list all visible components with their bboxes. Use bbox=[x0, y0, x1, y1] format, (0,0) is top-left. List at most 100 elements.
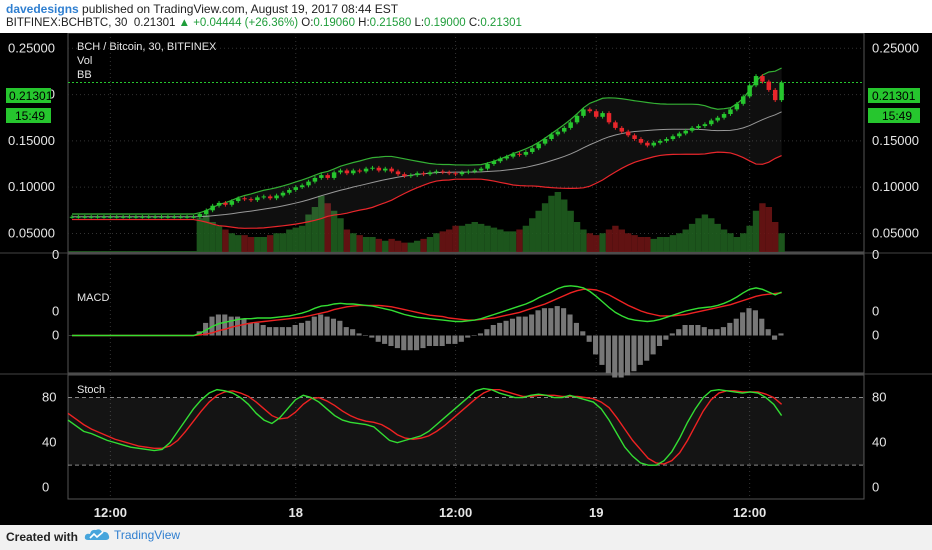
macd-histogram-bar bbox=[458, 335, 464, 342]
volume-bar bbox=[740, 233, 747, 252]
volume-bar bbox=[701, 214, 709, 252]
candle-body bbox=[235, 198, 241, 202]
candle-body bbox=[510, 153, 516, 157]
volume-bar bbox=[286, 229, 293, 252]
volume-bar bbox=[752, 210, 760, 252]
candle-body bbox=[568, 122, 573, 128]
volume-bar bbox=[637, 237, 645, 252]
candle-body bbox=[498, 158, 503, 162]
tradingview-brand: TradingView bbox=[114, 528, 181, 542]
tradingview-link[interactable]: TradingView bbox=[84, 528, 180, 542]
candle-body bbox=[683, 130, 688, 134]
candle-body bbox=[472, 170, 477, 172]
chart-canvas[interactable]: 0.250000.250000.200000.200000.150000.150… bbox=[0, 32, 932, 525]
volume-bar bbox=[382, 240, 389, 252]
last-price-right: 0.21301 bbox=[872, 89, 916, 103]
volume-bar bbox=[222, 229, 229, 252]
volume-bar bbox=[695, 218, 702, 252]
volume-bar bbox=[573, 222, 581, 252]
last-price-badge-right: 0.21301 15:49 bbox=[868, 88, 920, 123]
volume-bar bbox=[171, 251, 178, 252]
candle-body bbox=[638, 139, 644, 143]
volume-bar bbox=[151, 251, 159, 252]
bb-lower-line bbox=[72, 151, 782, 229]
volume-bar bbox=[362, 237, 370, 252]
bb-fill bbox=[72, 67, 782, 229]
macd-histogram-bar bbox=[503, 320, 509, 336]
macd-tick-right: 0 bbox=[872, 328, 879, 343]
macd-histogram-bar bbox=[778, 333, 784, 336]
vol-indicator-label[interactable]: Vol bbox=[77, 55, 92, 67]
high-value: 0.21580 bbox=[369, 17, 412, 29]
macd-histogram-bar bbox=[497, 322, 503, 336]
macd-histogram-bar bbox=[426, 335, 432, 346]
volume-bar bbox=[477, 223, 485, 252]
volume-bar bbox=[720, 229, 728, 252]
candle-body bbox=[159, 216, 164, 218]
candle-body bbox=[625, 131, 631, 136]
volume-bar bbox=[247, 237, 255, 252]
volume-bar bbox=[727, 233, 734, 252]
price-tick-left: 0.15000 bbox=[8, 133, 55, 148]
volume-bar bbox=[541, 203, 549, 252]
volume-bar bbox=[765, 207, 773, 252]
candle-body bbox=[280, 192, 286, 196]
candle-body bbox=[178, 216, 183, 218]
volume-bar bbox=[580, 229, 587, 252]
candle-body bbox=[331, 172, 337, 178]
macd-line bbox=[72, 285, 782, 337]
macd-histogram-bar bbox=[318, 314, 324, 336]
volume-bar bbox=[113, 251, 120, 252]
macd-histogram-bar bbox=[618, 335, 624, 378]
volume-bar bbox=[445, 229, 453, 252]
volume-bar bbox=[433, 233, 440, 252]
volume-bar bbox=[228, 233, 236, 252]
volume-bar bbox=[266, 235, 274, 252]
macd-histogram-bar bbox=[561, 308, 567, 336]
candle-body bbox=[606, 113, 612, 123]
last-price-left: 0.21301 bbox=[9, 89, 53, 103]
candle-body bbox=[108, 216, 113, 218]
macd-histogram-bar bbox=[420, 335, 426, 349]
chart-area[interactable]: 0.250000.250000.200000.200000.150000.150… bbox=[0, 32, 932, 525]
price-tick-left: 0.10000 bbox=[8, 179, 55, 194]
volume-bar bbox=[567, 210, 574, 252]
grid-lines bbox=[0, 32, 932, 500]
macd-histogram-bar bbox=[286, 327, 292, 336]
volume-bar bbox=[484, 225, 491, 252]
candle-body bbox=[523, 151, 529, 155]
macd-histogram-bar bbox=[388, 335, 394, 346]
bb-basis-line bbox=[72, 111, 782, 218]
macd-histogram-bar bbox=[445, 335, 452, 344]
volume-bar bbox=[420, 238, 427, 252]
candle-body bbox=[555, 131, 561, 135]
macd-histogram-bar bbox=[298, 322, 305, 336]
macd-histogram-bar bbox=[254, 322, 260, 336]
bb-indicator-label[interactable]: BB bbox=[77, 69, 92, 81]
macd-histogram-bar bbox=[720, 327, 726, 336]
publish-line: davedesigns published on TradingView.com… bbox=[6, 2, 398, 16]
candle-body bbox=[632, 135, 637, 140]
footer-bar: Created with TradingView bbox=[0, 525, 932, 550]
volume-bar bbox=[241, 235, 248, 252]
macd-histogram-bar bbox=[644, 335, 650, 361]
volume-bar bbox=[471, 222, 478, 252]
volume-bar bbox=[605, 229, 613, 252]
volume-bar bbox=[509, 231, 517, 252]
macd-histogram-bar bbox=[624, 335, 631, 376]
candle-body bbox=[95, 216, 100, 218]
volume-bar bbox=[324, 203, 331, 252]
candle-body bbox=[536, 143, 541, 149]
macd-histogram-bar bbox=[554, 306, 560, 336]
volume-bar bbox=[196, 218, 204, 252]
candle-body bbox=[645, 142, 650, 146]
tradingview-cloud-icon bbox=[84, 529, 110, 540]
volume-bar bbox=[337, 218, 344, 252]
low-label: L: bbox=[414, 17, 425, 29]
stoch-d-line bbox=[67, 388, 783, 465]
author-link[interactable]: davedesigns bbox=[6, 2, 79, 16]
volume-bar bbox=[439, 231, 446, 252]
volume-bar bbox=[388, 238, 395, 252]
macd-histogram-bar bbox=[68, 335, 74, 336]
macd-histogram-bar bbox=[362, 335, 368, 336]
